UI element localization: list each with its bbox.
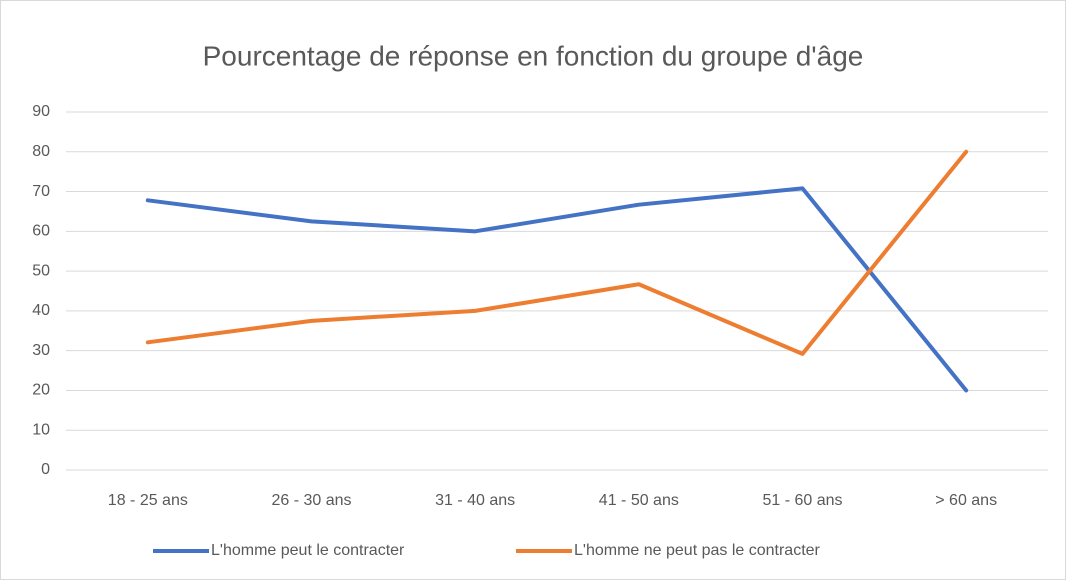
y-tick-label: 30 bbox=[32, 342, 50, 359]
chart-title: Pourcentage de réponse en fonction du gr… bbox=[203, 40, 864, 71]
legend-label: L'homme peut le contracter bbox=[211, 542, 405, 559]
y-tick-label: 20 bbox=[32, 382, 50, 399]
y-tick-label: 0 bbox=[41, 461, 50, 478]
y-tick-label: 90 bbox=[32, 103, 50, 120]
y-tick-label: 50 bbox=[32, 262, 50, 279]
y-tick-label: 10 bbox=[32, 421, 50, 438]
x-tick-label: > 60 ans bbox=[935, 492, 997, 509]
x-tick-label: 51 - 60 ans bbox=[762, 492, 842, 509]
x-tick-label: 18 - 25 ans bbox=[108, 492, 188, 509]
y-tick-label: 60 bbox=[32, 223, 50, 240]
x-tick-label: 31 - 40 ans bbox=[435, 492, 515, 509]
y-tick-label: 40 bbox=[32, 302, 50, 319]
x-tick-label: 26 - 30 ans bbox=[271, 492, 351, 509]
x-tick-label: 41 - 50 ans bbox=[599, 492, 679, 509]
series-line bbox=[145, 149, 969, 356]
y-tick-label: 80 bbox=[32, 143, 50, 160]
legend-label: L'homme ne peut pas le contracter bbox=[574, 542, 821, 559]
series-line bbox=[145, 186, 969, 393]
y-tick-label: 70 bbox=[32, 183, 50, 200]
